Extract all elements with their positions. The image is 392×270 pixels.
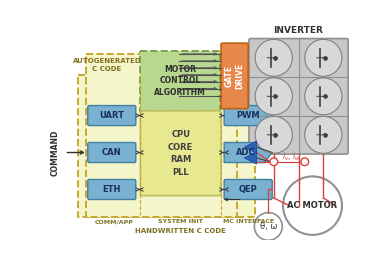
Text: COMM/APP: COMM/APP	[94, 219, 134, 224]
FancyBboxPatch shape	[86, 54, 237, 217]
FancyBboxPatch shape	[88, 143, 136, 163]
FancyBboxPatch shape	[221, 43, 248, 109]
Text: CAN: CAN	[102, 148, 122, 157]
Text: MC INTERFACE: MC INTERFACE	[223, 219, 274, 224]
Text: HANDWRITTEN C CODE: HANDWRITTEN C CODE	[135, 228, 226, 234]
Circle shape	[255, 39, 292, 76]
Text: PWM: PWM	[236, 111, 260, 120]
Text: QEP: QEP	[239, 185, 258, 194]
FancyBboxPatch shape	[249, 39, 348, 154]
FancyBboxPatch shape	[88, 180, 136, 200]
Text: INVERTER: INVERTER	[274, 26, 323, 35]
Text: SYSTEM INIT: SYSTEM INIT	[158, 219, 203, 224]
Circle shape	[301, 158, 309, 166]
Circle shape	[305, 39, 342, 76]
Text: MOTOR
CONTROL
ALGORITHM: MOTOR CONTROL ALGORITHM	[154, 65, 206, 97]
Circle shape	[283, 176, 342, 235]
FancyBboxPatch shape	[224, 180, 272, 200]
Polygon shape	[244, 152, 257, 164]
Circle shape	[255, 78, 292, 115]
Circle shape	[255, 116, 292, 153]
FancyBboxPatch shape	[140, 51, 220, 111]
Text: COMMAND: COMMAND	[51, 129, 60, 176]
FancyBboxPatch shape	[78, 75, 255, 217]
Text: $i_v$, $i_w$: $i_v$, $i_w$	[281, 151, 300, 163]
Text: AC MOTOR: AC MOTOR	[287, 201, 338, 210]
Text: θ, ω: θ, ω	[260, 222, 277, 231]
Polygon shape	[244, 141, 257, 153]
Text: ADC: ADC	[236, 148, 256, 157]
Polygon shape	[224, 143, 272, 163]
FancyBboxPatch shape	[224, 106, 272, 126]
Circle shape	[254, 212, 282, 240]
Text: CPU
CORE
RAM
PLL: CPU CORE RAM PLL	[168, 130, 193, 177]
Text: AUTOGENERATED
C CODE: AUTOGENERATED C CODE	[73, 58, 142, 72]
Text: GATE
DRIVE: GATE DRIVE	[224, 63, 244, 89]
Circle shape	[305, 78, 342, 115]
Text: UART: UART	[99, 111, 124, 120]
FancyBboxPatch shape	[140, 111, 221, 196]
Circle shape	[305, 116, 342, 153]
Text: ETH: ETH	[103, 185, 121, 194]
Circle shape	[270, 158, 278, 166]
FancyBboxPatch shape	[88, 106, 136, 126]
